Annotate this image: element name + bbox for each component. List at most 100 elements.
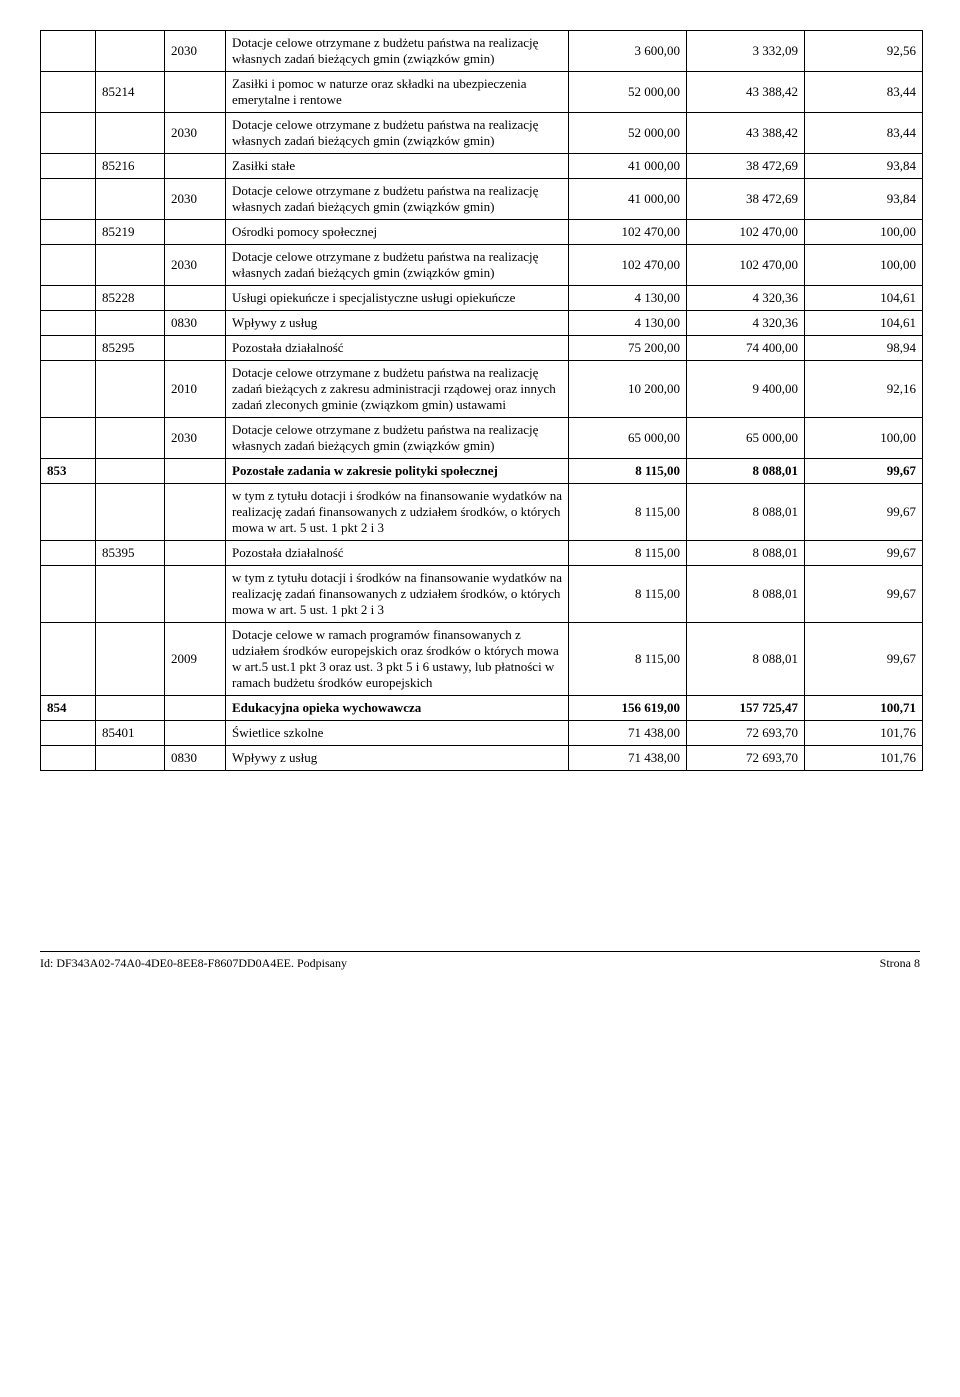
cell-c3: 2030 xyxy=(165,245,226,286)
cell-c2 xyxy=(96,311,165,336)
page-footer: Id: DF343A02-74A0-4DE0-8EE8-F8607DD0A4EE… xyxy=(40,951,920,971)
table-row: 2030Dotacje celowe otrzymane z budżetu p… xyxy=(41,113,923,154)
cell-c3 xyxy=(165,566,226,623)
cell-c5: 10 200,00 xyxy=(569,361,687,418)
cell-c7: 104,61 xyxy=(805,286,923,311)
cell-c1 xyxy=(41,311,96,336)
cell-c4: Wpływy z usług xyxy=(226,311,569,336)
cell-c2 xyxy=(96,31,165,72)
cell-c4: Pozostała działalność xyxy=(226,336,569,361)
cell-c7: 92,56 xyxy=(805,31,923,72)
cell-c5: 71 438,00 xyxy=(569,721,687,746)
cell-c7: 99,67 xyxy=(805,484,923,541)
cell-c5: 41 000,00 xyxy=(569,154,687,179)
cell-c5: 41 000,00 xyxy=(569,179,687,220)
cell-c3 xyxy=(165,541,226,566)
cell-c1 xyxy=(41,31,96,72)
cell-c4: Edukacyjna opieka wychowawcza xyxy=(226,696,569,721)
cell-c5: 8 115,00 xyxy=(569,566,687,623)
cell-c5: 71 438,00 xyxy=(569,746,687,771)
cell-c3 xyxy=(165,721,226,746)
cell-c3: 2009 xyxy=(165,623,226,696)
document-id: Id: DF343A02-74A0-4DE0-8EE8-F8607DD0A4EE… xyxy=(40,956,347,971)
budget-table: 2030Dotacje celowe otrzymane z budżetu p… xyxy=(40,30,923,771)
table-row: 2030Dotacje celowe otrzymane z budżetu p… xyxy=(41,179,923,220)
cell-c2: 85295 xyxy=(96,336,165,361)
table-row: 85228Usługi opiekuńcze i specjalistyczne… xyxy=(41,286,923,311)
cell-c1 xyxy=(41,336,96,361)
cell-c7: 83,44 xyxy=(805,113,923,154)
cell-c6: 38 472,69 xyxy=(687,179,805,220)
cell-c4: Dotacje celowe w ramach programów finans… xyxy=(226,623,569,696)
table-row: 854Edukacyjna opieka wychowawcza156 619,… xyxy=(41,696,923,721)
cell-c2 xyxy=(96,418,165,459)
cell-c2 xyxy=(96,566,165,623)
cell-c1 xyxy=(41,245,96,286)
cell-c2: 85216 xyxy=(96,154,165,179)
table-row: 2009Dotacje celowe w ramach programów fi… xyxy=(41,623,923,696)
cell-c4: Dotacje celowe otrzymane z budżetu państ… xyxy=(226,418,569,459)
cell-c6: 8 088,01 xyxy=(687,484,805,541)
cell-c7: 101,76 xyxy=(805,721,923,746)
cell-c1 xyxy=(41,418,96,459)
cell-c6: 102 470,00 xyxy=(687,220,805,245)
cell-c4: Usługi opiekuńcze i specjalistyczne usłu… xyxy=(226,286,569,311)
cell-c1 xyxy=(41,286,96,311)
cell-c1 xyxy=(41,541,96,566)
cell-c1: 854 xyxy=(41,696,96,721)
cell-c7: 93,84 xyxy=(805,179,923,220)
cell-c4: Pozostałe zadania w zakresie polityki sp… xyxy=(226,459,569,484)
cell-c6: 8 088,01 xyxy=(687,566,805,623)
cell-c1 xyxy=(41,484,96,541)
cell-c5: 8 115,00 xyxy=(569,484,687,541)
cell-c4: Dotacje celowe otrzymane z budżetu państ… xyxy=(226,361,569,418)
table-row: 0830Wpływy z usług71 438,0072 693,70101,… xyxy=(41,746,923,771)
cell-c3 xyxy=(165,336,226,361)
cell-c2 xyxy=(96,696,165,721)
table-row: 0830Wpływy z usług4 130,004 320,36104,61 xyxy=(41,311,923,336)
cell-c3: 2030 xyxy=(165,418,226,459)
cell-c7: 93,84 xyxy=(805,154,923,179)
table-row: 2030Dotacje celowe otrzymane z budżetu p… xyxy=(41,418,923,459)
cell-c2 xyxy=(96,746,165,771)
table-row: 85216Zasiłki stałe41 000,0038 472,6993,8… xyxy=(41,154,923,179)
cell-c5: 8 115,00 xyxy=(569,623,687,696)
table-row: 85214Zasiłki i pomoc w naturze oraz skła… xyxy=(41,72,923,113)
cell-c7: 104,61 xyxy=(805,311,923,336)
cell-c6: 43 388,42 xyxy=(687,72,805,113)
cell-c1 xyxy=(41,154,96,179)
cell-c5: 4 130,00 xyxy=(569,311,687,336)
cell-c5: 52 000,00 xyxy=(569,113,687,154)
cell-c2: 85401 xyxy=(96,721,165,746)
cell-c3 xyxy=(165,72,226,113)
cell-c5: 75 200,00 xyxy=(569,336,687,361)
table-row: 85219Ośrodki pomocy społecznej102 470,00… xyxy=(41,220,923,245)
cell-c6: 102 470,00 xyxy=(687,245,805,286)
cell-c3 xyxy=(165,459,226,484)
cell-c3 xyxy=(165,286,226,311)
cell-c5: 65 000,00 xyxy=(569,418,687,459)
cell-c2: 85395 xyxy=(96,541,165,566)
cell-c4: Pozostała działalność xyxy=(226,541,569,566)
cell-c5: 8 115,00 xyxy=(569,541,687,566)
cell-c6: 72 693,70 xyxy=(687,721,805,746)
cell-c4: Zasiłki i pomoc w naturze oraz składki n… xyxy=(226,72,569,113)
cell-c4: w tym z tytułu dotacji i środków na fina… xyxy=(226,566,569,623)
cell-c7: 99,67 xyxy=(805,623,923,696)
table-row: 85401Świetlice szkolne71 438,0072 693,70… xyxy=(41,721,923,746)
cell-c2 xyxy=(96,361,165,418)
table-row: 2030Dotacje celowe otrzymane z budżetu p… xyxy=(41,245,923,286)
cell-c6: 65 000,00 xyxy=(687,418,805,459)
cell-c3: 2030 xyxy=(165,113,226,154)
cell-c6: 4 320,36 xyxy=(687,311,805,336)
cell-c4: Dotacje celowe otrzymane z budżetu państ… xyxy=(226,179,569,220)
cell-c2 xyxy=(96,623,165,696)
cell-c3: 0830 xyxy=(165,746,226,771)
cell-c5: 102 470,00 xyxy=(569,245,687,286)
cell-c4: Dotacje celowe otrzymane z budżetu państ… xyxy=(226,113,569,154)
cell-c3 xyxy=(165,484,226,541)
cell-c5: 3 600,00 xyxy=(569,31,687,72)
cell-c7: 101,76 xyxy=(805,746,923,771)
cell-c1 xyxy=(41,220,96,245)
cell-c6: 8 088,01 xyxy=(687,623,805,696)
